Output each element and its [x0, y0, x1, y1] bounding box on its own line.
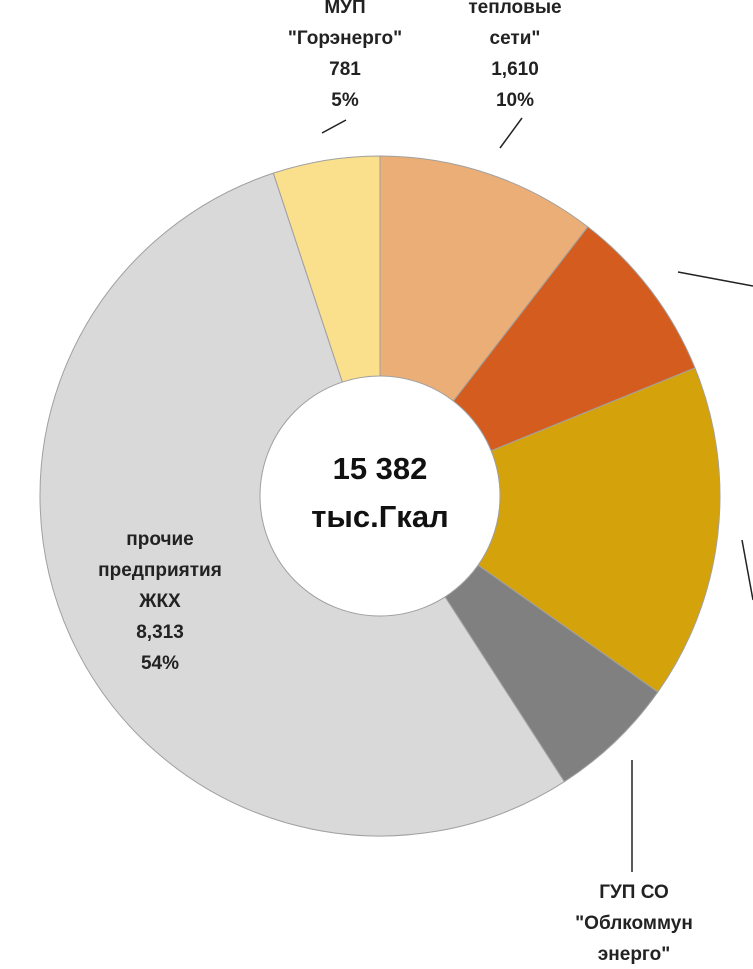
value-label: 8,313 — [136, 622, 184, 643]
slice-label: "Облкоммун — [575, 913, 693, 934]
percent-label: 5% — [331, 90, 359, 111]
value-label: 1,610 — [491, 59, 539, 80]
slice-label: ЖКХ — [138, 591, 181, 612]
value-label: 781 — [329, 59, 361, 80]
slice-label: МУП — [324, 0, 365, 18]
slice-label: прочие — [126, 529, 194, 550]
center-label: 15 382 — [333, 451, 428, 486]
percent-label: 54% — [141, 653, 179, 674]
percent-label: 10% — [496, 90, 534, 111]
slice-label: тепловые — [468, 0, 561, 18]
slice-label: сети" — [490, 28, 541, 49]
slice-label: энерго" — [598, 944, 670, 965]
slice-label: "Горэнерго" — [288, 28, 402, 49]
slice-label: предприятия — [98, 560, 222, 581]
leader-line — [321, 119, 347, 134]
center-label: тыс.Гкал — [311, 499, 449, 534]
pie-slice — [378, 367, 721, 693]
leader-line — [677, 271, 753, 287]
leader-line — [499, 117, 523, 149]
leader-line — [741, 539, 753, 601]
slice-label: ГУП СО — [599, 882, 669, 903]
donut-hole — [259, 375, 501, 617]
